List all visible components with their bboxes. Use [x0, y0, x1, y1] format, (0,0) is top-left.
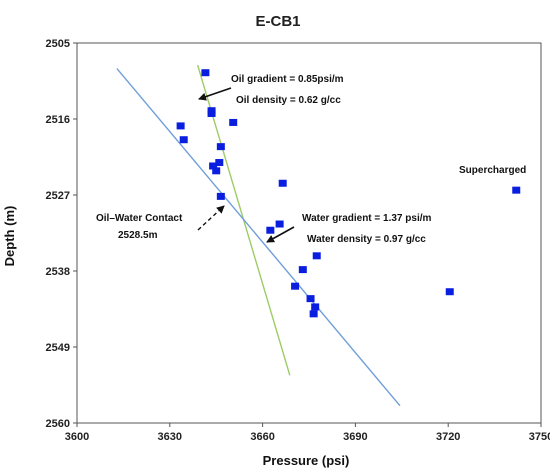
- x-tick-label: 3660: [250, 431, 274, 443]
- data-point: [179, 136, 188, 144]
- y-tick-label: 2538: [46, 266, 70, 278]
- x-tick-label: 3600: [65, 431, 89, 443]
- y-tick-label: 2505: [46, 38, 70, 50]
- data-point: [445, 288, 454, 296]
- x-axis-ticks: 3600 3630 3660 3690 3720 3750: [65, 423, 550, 443]
- supercharged-label: Supercharged: [459, 165, 526, 176]
- chart-title: E-CB1: [255, 13, 300, 30]
- data-point: [209, 162, 218, 170]
- water-density-label: Water density = 0.97 g/cc: [307, 234, 426, 245]
- owc-depth-label: 2528.5m: [118, 230, 158, 241]
- x-tick-label: 3630: [158, 431, 182, 443]
- water-gradient-line: [116, 68, 401, 407]
- y-tick-label: 2516: [46, 114, 70, 126]
- data-point: [309, 310, 318, 318]
- y-axis-ticks: 2505 2516 2527 2538 2549 2560: [46, 38, 77, 430]
- oil-annotation-arrow: [198, 87, 232, 101]
- x-tick-label: 3720: [436, 431, 460, 443]
- data-point: [306, 295, 315, 303]
- y-axis-title: Depth (m): [2, 206, 17, 267]
- data-point: [229, 118, 238, 126]
- annotations: Oil gradient = 0.85psi/m Oil density = 0…: [96, 74, 526, 245]
- y-tick-label: 2549: [46, 342, 70, 354]
- y-tick-label: 2560: [46, 418, 70, 430]
- data-point: [291, 282, 300, 290]
- data-point: [207, 109, 216, 117]
- data-point: [512, 186, 521, 194]
- water-gradient-label: Water gradient = 1.37 psi/m: [302, 213, 432, 224]
- data-point: [201, 69, 210, 77]
- data-point: [176, 122, 185, 130]
- data-point: [215, 159, 224, 167]
- oil-gradient-label: Oil gradient = 0.85psi/m: [231, 74, 344, 85]
- plot-area: [76, 42, 542, 424]
- x-axis-title: Pressure (psi): [263, 453, 350, 468]
- water-annotation-arrow: [266, 226, 295, 243]
- data-point: [275, 220, 284, 228]
- data-point: [216, 143, 225, 151]
- data-point: [216, 192, 225, 200]
- y-tick-label: 2527: [46, 190, 70, 202]
- data-point: [312, 252, 321, 260]
- data-point: [298, 266, 307, 274]
- pressure-points: [176, 69, 521, 318]
- owc-annotation-arrow: [197, 205, 225, 231]
- owc-label: Oil–Water Contact: [96, 213, 183, 224]
- data-point: [266, 226, 275, 234]
- oil-density-label: Oil density = 0.62 g/cc: [236, 95, 341, 106]
- x-tick-label: 3690: [343, 431, 367, 443]
- data-point: [278, 179, 287, 187]
- data-point: [212, 167, 221, 175]
- x-tick-label: 3750: [529, 431, 550, 443]
- data-point: [311, 303, 320, 311]
